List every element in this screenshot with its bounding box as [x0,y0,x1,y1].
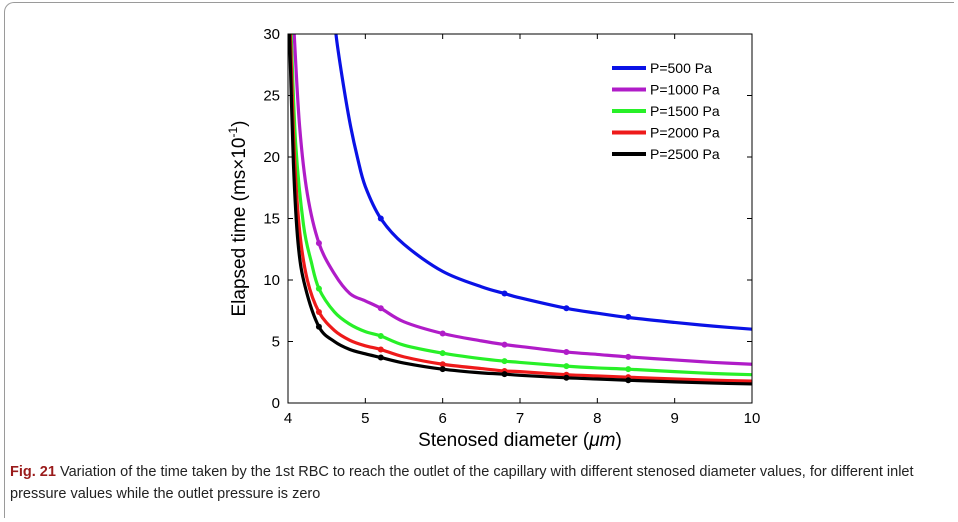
legend-label: P=2000 Pa [650,125,720,141]
data-point [563,305,570,312]
x-tick-label: 9 [670,410,678,427]
data-point [377,305,384,312]
series-layer [288,34,752,386]
data-point [315,240,322,247]
y-tick-label: 15 [263,211,280,228]
data-point [625,366,632,373]
line-chart: 4 5 6 7 8 9 10 0 5 10 15 20 25 30 Stenosed diameter … [226,26,761,451]
x-tick-label: 5 [361,410,369,427]
series-line-2 [292,34,752,366]
data-point [315,285,322,292]
data-point [501,371,508,378]
data-point [563,348,570,355]
series-line-4 [288,34,752,383]
legend-label: P=1000 Pa [650,82,720,98]
series-line-3 [289,34,752,377]
data-point [377,354,384,361]
caption-text: Variation of the time taken by the 1st R… [10,464,914,502]
data-point [315,308,322,315]
data-point [439,350,446,357]
marker-layer [315,215,632,384]
x-tick-label: 8 [593,410,601,427]
legend-label: P=500 Pa [650,60,712,76]
data-point [625,313,632,320]
data-point [377,332,384,339]
y-axis-label: Elapsed time (ms×10-1) [226,121,250,317]
data-point [501,290,508,297]
x-axis-ticks: 4 5 6 7 8 9 10 [284,34,761,427]
y-tick-label: 10 [263,272,280,289]
y-tick-label: 25 [263,88,280,105]
data-point [439,330,446,337]
figure-frame [4,2,954,518]
data-point [501,358,508,365]
x-tick-label: 10 [744,410,761,427]
series-line-1 [334,34,752,331]
data-point [563,374,570,381]
y-tick-label: 0 [272,395,280,412]
data-point [439,366,446,373]
data-point [315,323,322,330]
data-point [377,346,384,353]
figure-caption: Fig. 21 Variation of the time taken by t… [10,461,940,505]
data-point [625,353,632,360]
y-tick-label: 20 [263,149,280,166]
data-point [625,377,632,384]
y-tick-label: 5 [272,334,280,351]
x-tick-label: 6 [438,410,446,427]
x-axis-label: Stenosed diameter (μm) [418,430,622,451]
data-point [501,341,508,348]
y-tick-label: 30 [263,26,280,43]
data-point [439,361,446,368]
x-tick-label: 7 [516,410,524,427]
legend-label: P=2500 Pa [650,146,720,162]
figure-label: Fig. 21 [10,464,56,480]
data-point [563,363,570,370]
x-tick-label: 4 [284,410,292,427]
series-line-5 [288,34,752,386]
legend-label: P=1500 Pa [650,103,720,119]
legend: P=500 Pa P=1000 Pa P=1500 Pa P=2000 Pa P=250… [612,60,720,162]
y-axis-ticks: 0 5 10 15 20 25 30 [263,26,752,412]
data-point [377,215,384,222]
